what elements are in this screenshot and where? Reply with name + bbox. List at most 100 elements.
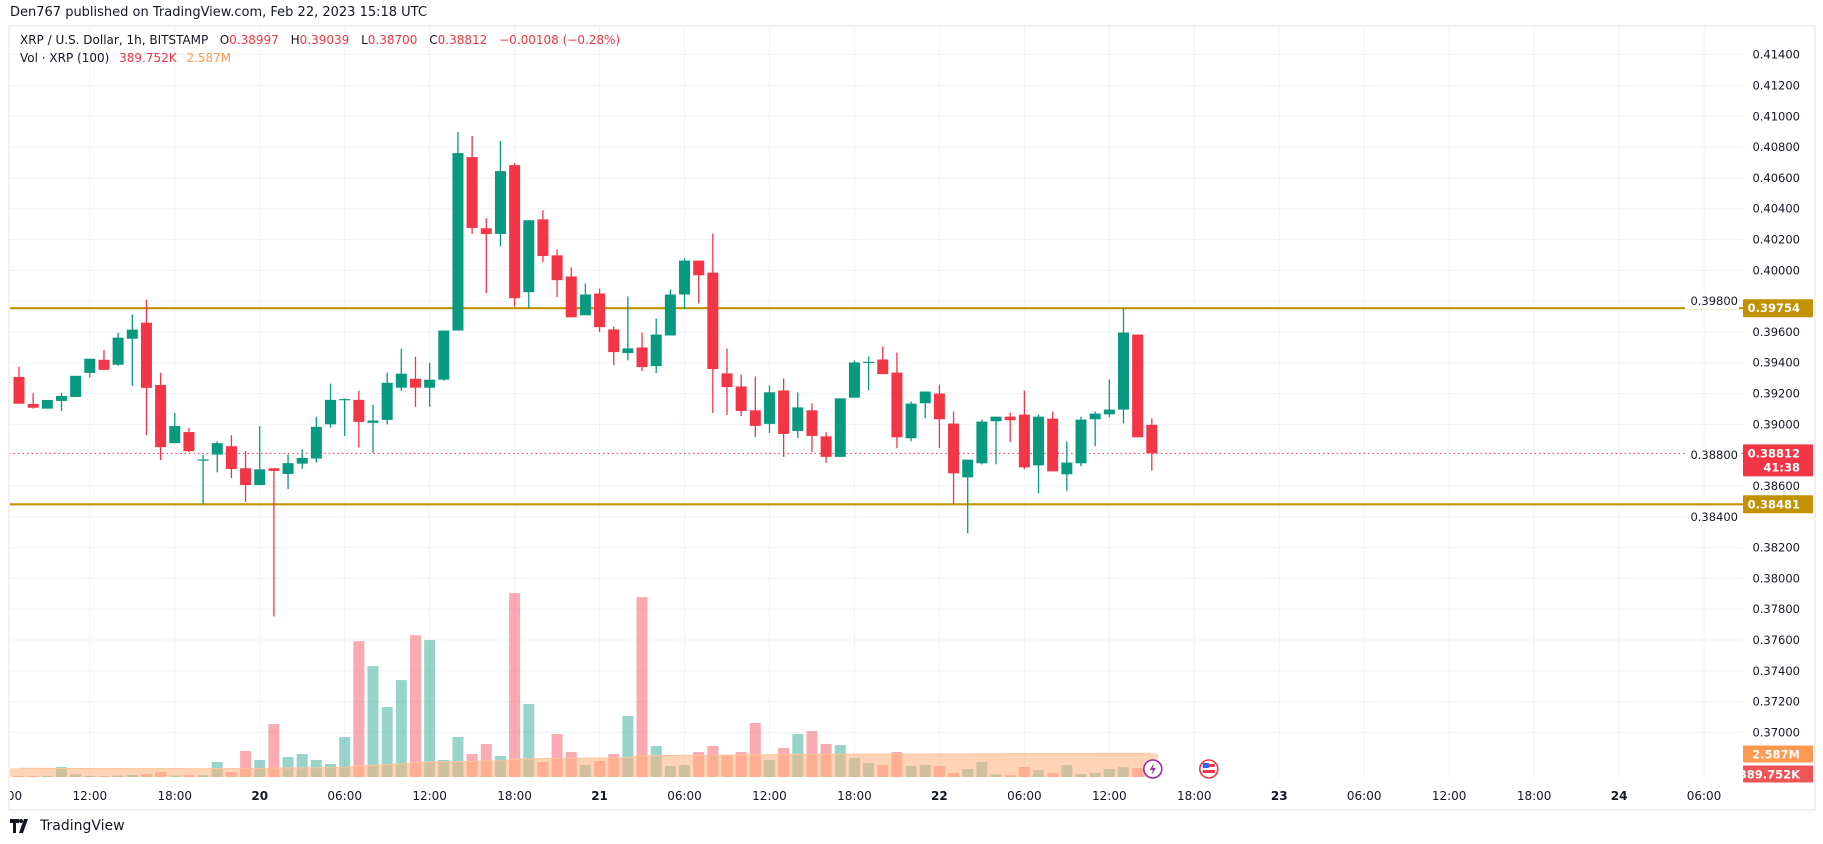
candle[interactable]: [325, 383, 337, 428]
candle[interactable]: [353, 390, 365, 448]
candle[interactable]: [749, 376, 761, 437]
candle[interactable]: [13, 366, 25, 404]
candle[interactable]: [636, 332, 648, 372]
candle[interactable]: [579, 283, 591, 316]
candle[interactable]: [679, 257, 691, 310]
candle[interactable]: [1018, 390, 1030, 470]
candle[interactable]: [919, 391, 931, 419]
candle[interactable]: [962, 459, 974, 534]
candle[interactable]: [466, 135, 478, 234]
us-flag-icon[interactable]: [1199, 759, 1219, 779]
candle[interactable]: [721, 348, 733, 415]
candle[interactable]: [169, 412, 181, 444]
candle[interactable]: [480, 218, 492, 294]
candle[interactable]: [594, 288, 606, 333]
candle[interactable]: [523, 220, 535, 309]
candle[interactable]: [1033, 414, 1045, 494]
candle[interactable]: [820, 432, 832, 463]
candle[interactable]: [70, 375, 82, 397]
candle[interactable]: [537, 210, 549, 263]
candle[interactable]: [650, 318, 662, 374]
candle[interactable]: [55, 392, 67, 411]
candle[interactable]: [395, 348, 407, 391]
candle[interactable]: [1089, 411, 1101, 447]
candle-body: [211, 443, 223, 455]
candle[interactable]: [240, 451, 252, 503]
candle[interactable]: [763, 385, 775, 433]
candle[interactable]: [834, 398, 846, 457]
candle[interactable]: [494, 141, 506, 247]
candle[interactable]: [848, 360, 860, 398]
time-axis-label: 12:00: [1432, 789, 1467, 803]
candle-body: [565, 276, 577, 318]
tradingview-logo[interactable]: TradingView: [10, 818, 125, 834]
candle[interactable]: [778, 378, 790, 457]
candle[interactable]: [452, 131, 464, 331]
candle[interactable]: [933, 384, 945, 449]
candle[interactable]: [863, 356, 875, 391]
candle[interactable]: [976, 419, 988, 465]
candle[interactable]: [126, 314, 138, 386]
candle[interactable]: [183, 428, 195, 453]
candle[interactable]: [268, 468, 280, 617]
candle[interactable]: [98, 349, 110, 370]
candle[interactable]: [1075, 416, 1087, 467]
candle[interactable]: [381, 372, 393, 425]
candle[interactable]: [792, 392, 804, 438]
candle[interactable]: [1132, 334, 1144, 438]
candle[interactable]: [905, 401, 917, 442]
candle[interactable]: [27, 393, 39, 409]
candle[interactable]: [211, 441, 223, 473]
candle[interactable]: [155, 372, 167, 461]
candle-body: [863, 361, 875, 364]
candle[interactable]: [990, 416, 1002, 465]
candle[interactable]: [693, 260, 705, 304]
candle[interactable]: [565, 267, 577, 318]
candle[interactable]: [282, 454, 294, 490]
candle[interactable]: [1061, 441, 1073, 491]
candle[interactable]: [1146, 418, 1158, 471]
candle[interactable]: [877, 346, 889, 375]
candle[interactable]: [367, 404, 379, 454]
candle[interactable]: [1047, 411, 1059, 472]
time-axis-label: 06:00: [1347, 789, 1382, 803]
candle[interactable]: [509, 163, 521, 307]
candle[interactable]: [112, 332, 124, 366]
candle[interactable]: [438, 330, 450, 381]
candle[interactable]: [806, 403, 818, 452]
candle[interactable]: [84, 358, 96, 378]
candle[interactable]: [1117, 308, 1129, 424]
candle-body: [1061, 462, 1073, 475]
candle[interactable]: [409, 356, 421, 407]
candle[interactable]: [339, 398, 351, 436]
symbol-title[interactable]: XRP / U.S. Dollar, 1h, BITSTAMP: [20, 33, 209, 47]
volume-indicator-title[interactable]: Vol · XRP (100): [20, 51, 110, 65]
candle[interactable]: [140, 299, 152, 436]
candle[interactable]: [296, 449, 308, 469]
time-axis-label: 23: [1271, 789, 1288, 803]
candle[interactable]: [41, 400, 53, 409]
candle-body: [381, 382, 393, 420]
time-axis[interactable]: 06:00 12:00 18:00 20 06:00 12:00 18:00 21 06:00 1…: [0, 789, 1721, 803]
plot-area[interactable]: [0, 26, 1743, 778]
candle[interactable]: [1103, 379, 1115, 418]
candle[interactable]: [707, 233, 719, 413]
candle[interactable]: [551, 249, 563, 298]
candle-body: [509, 165, 521, 299]
candle[interactable]: [254, 426, 266, 486]
candle[interactable]: [424, 362, 436, 407]
candle[interactable]: [225, 435, 237, 478]
candle[interactable]: [735, 374, 747, 417]
candle[interactable]: [664, 289, 676, 336]
candle[interactable]: [197, 455, 209, 505]
candle[interactable]: [948, 411, 960, 504]
close-label: C: [429, 33, 438, 47]
candle[interactable]: [891, 352, 903, 449]
candle-body: [1146, 424, 1158, 454]
candle[interactable]: [1004, 412, 1016, 443]
candle[interactable]: [622, 296, 634, 361]
candle[interactable]: [608, 326, 620, 366]
lightning-icon[interactable]: [1143, 759, 1163, 779]
candle[interactable]: [310, 416, 322, 463]
